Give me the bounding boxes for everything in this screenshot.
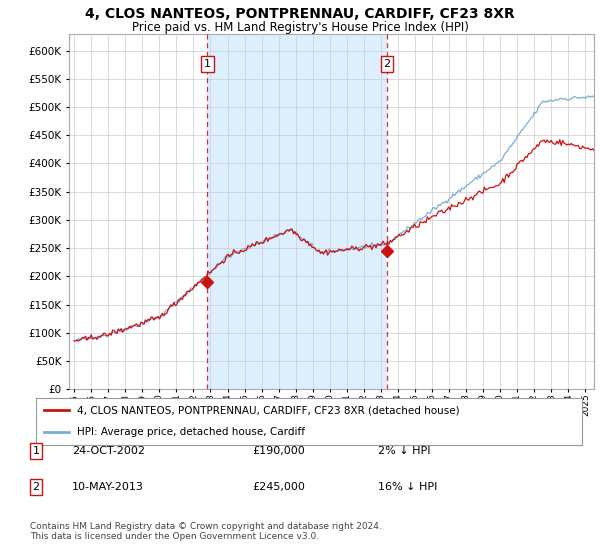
Text: This data is licensed under the Open Government Licence v3.0.: This data is licensed under the Open Gov… [30, 532, 319, 541]
Text: 2% ↓ HPI: 2% ↓ HPI [378, 446, 431, 456]
Text: 4, CLOS NANTEOS, PONTPRENNAU, CARDIFF, CF23 8XR (detached house): 4, CLOS NANTEOS, PONTPRENNAU, CARDIFF, C… [77, 405, 460, 416]
Text: 2: 2 [383, 59, 391, 69]
Text: Contains HM Land Registry data © Crown copyright and database right 2024.: Contains HM Land Registry data © Crown c… [30, 522, 382, 531]
Text: 4, CLOS NANTEOS, PONTPRENNAU, CARDIFF, CF23 8XR: 4, CLOS NANTEOS, PONTPRENNAU, CARDIFF, C… [85, 7, 515, 21]
Text: HPI: Average price, detached house, Cardiff: HPI: Average price, detached house, Card… [77, 427, 305, 437]
Text: Price paid vs. HM Land Registry's House Price Index (HPI): Price paid vs. HM Land Registry's House … [131, 21, 469, 34]
Text: £245,000: £245,000 [252, 482, 305, 492]
Text: 24-OCT-2002: 24-OCT-2002 [72, 446, 145, 456]
Text: 2: 2 [32, 482, 40, 492]
Text: 1: 1 [204, 59, 211, 69]
Text: 10-MAY-2013: 10-MAY-2013 [72, 482, 144, 492]
Bar [208, 34, 387, 389]
Text: £190,000: £190,000 [252, 446, 305, 456]
Text: 1: 1 [32, 446, 40, 456]
Text: 16% ↓ HPI: 16% ↓ HPI [378, 482, 437, 492]
